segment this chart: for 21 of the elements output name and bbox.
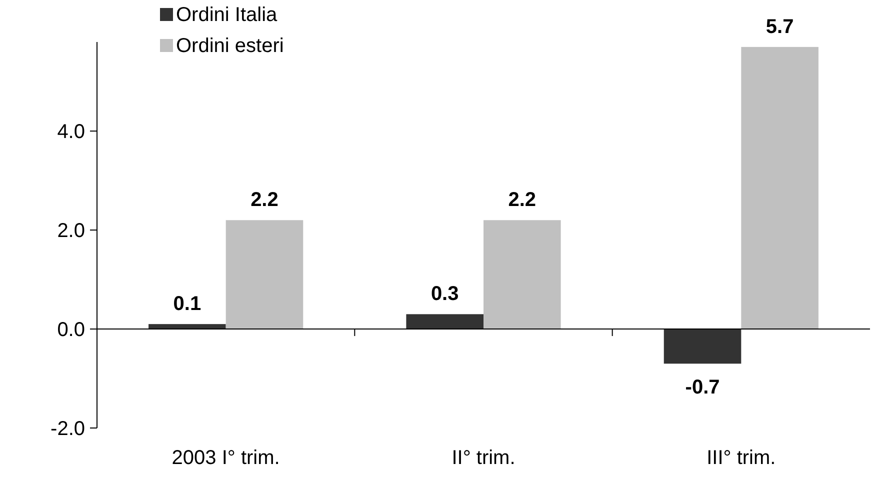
bar (406, 314, 484, 330)
y-tick-label: 4.0 (57, 121, 85, 144)
y-tick-label: 0.0 (57, 319, 85, 342)
bar (226, 220, 304, 330)
legend-label: Ordini esteri (176, 35, 284, 57)
bar (664, 329, 742, 364)
bar (741, 46, 818, 330)
x-tick-label: II° trim. (452, 447, 516, 469)
data-label: 0.1 (173, 293, 202, 316)
data-label: -0.7 (685, 376, 720, 399)
data-label: 0.3 (430, 283, 459, 306)
x-tick-label: 2003 I° trim. (172, 447, 280, 469)
bar (484, 220, 561, 330)
x-tick-label: III° trim. (706, 447, 776, 469)
data-label: 2.2 (508, 189, 536, 212)
y-tick-label: 2.0 (57, 220, 85, 242)
data-label: 2.2 (250, 189, 278, 212)
legend-label: Ordini Italia (176, 4, 278, 26)
y-tick-label: -2.0 (50, 418, 85, 440)
bar (148, 324, 226, 330)
data-label: 5.7 (766, 16, 794, 38)
